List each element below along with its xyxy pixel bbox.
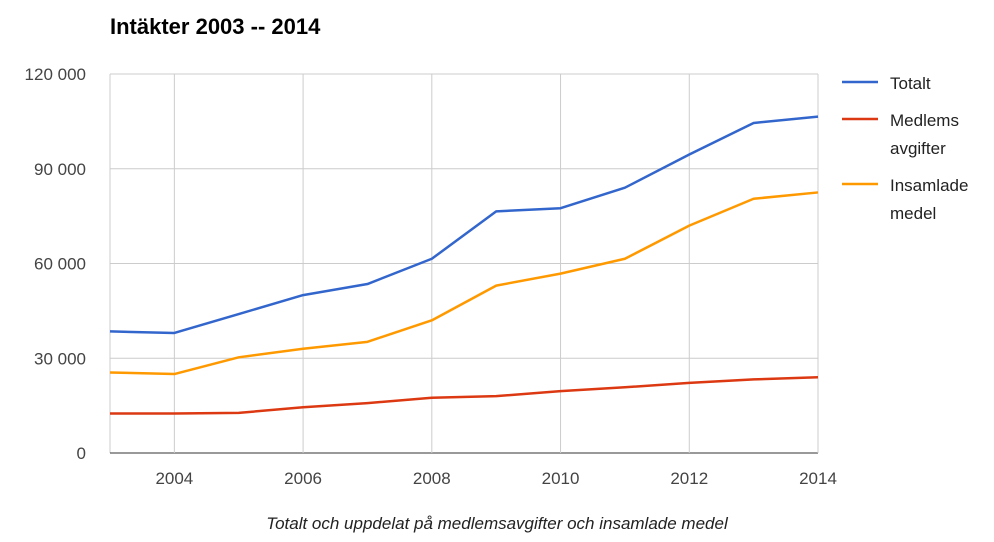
- y-tick-label: 90 000: [34, 160, 86, 179]
- series-lines: [109, 115, 819, 415]
- chart-title: Intäkter 2003 -- 2014: [110, 14, 321, 39]
- series-line-3: [109, 191, 819, 376]
- x-tick-label: 2010: [542, 469, 580, 488]
- series-line-1: [109, 115, 819, 335]
- y-tick-label: 0: [77, 444, 86, 463]
- legend-label: Medlems: [890, 111, 959, 130]
- x-tick-label: 2004: [155, 469, 193, 488]
- y-axis-ticks: 0 30 000 60 000 90 000 120 000: [25, 65, 86, 463]
- legend: Totalt Medlems avgifter Insamlade medel: [842, 74, 968, 223]
- y-tick-label: 30 000: [34, 349, 86, 368]
- legend-label: Insamlade: [890, 176, 968, 195]
- x-tick-label: 2012: [670, 469, 708, 488]
- y-tick-label: 60 000: [34, 255, 86, 274]
- x-axis-title: Totalt och uppdelat på medlemsavgifter o…: [266, 514, 728, 533]
- legend-label: Totalt: [890, 74, 931, 93]
- legend-label: avgifter: [890, 139, 946, 158]
- series-line-2: [110, 375, 819, 415]
- grid-lines: [109, 73, 819, 454]
- y-tick-label: 120 000: [25, 65, 86, 84]
- x-axis-ticks: 2004 2006 2008 2010 2012 2014: [155, 469, 836, 488]
- x-tick-label: 2008: [413, 469, 451, 488]
- x-tick-label: 2006: [284, 469, 322, 488]
- x-tick-label: 2014: [799, 469, 837, 488]
- legend-label: medel: [890, 204, 936, 223]
